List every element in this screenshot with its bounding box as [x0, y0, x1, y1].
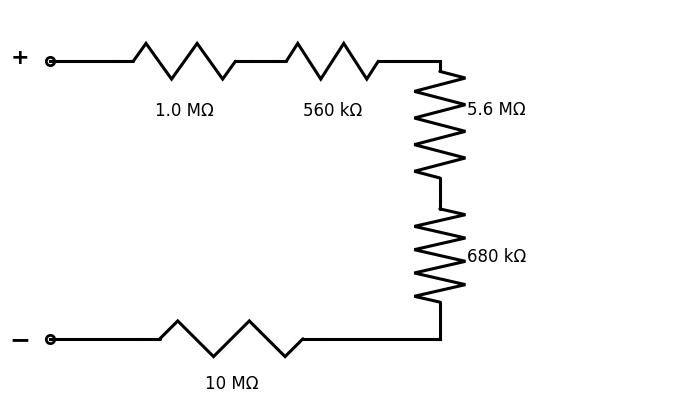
Text: 560 kΩ: 560 kΩ: [302, 101, 362, 119]
Text: 1.0 MΩ: 1.0 MΩ: [155, 101, 214, 119]
Text: +: +: [10, 48, 29, 68]
Text: −: −: [9, 327, 30, 351]
Text: 680 kΩ: 680 kΩ: [466, 247, 526, 265]
Text: 5.6 MΩ: 5.6 MΩ: [466, 101, 525, 119]
Text: 10 MΩ: 10 MΩ: [205, 375, 258, 393]
